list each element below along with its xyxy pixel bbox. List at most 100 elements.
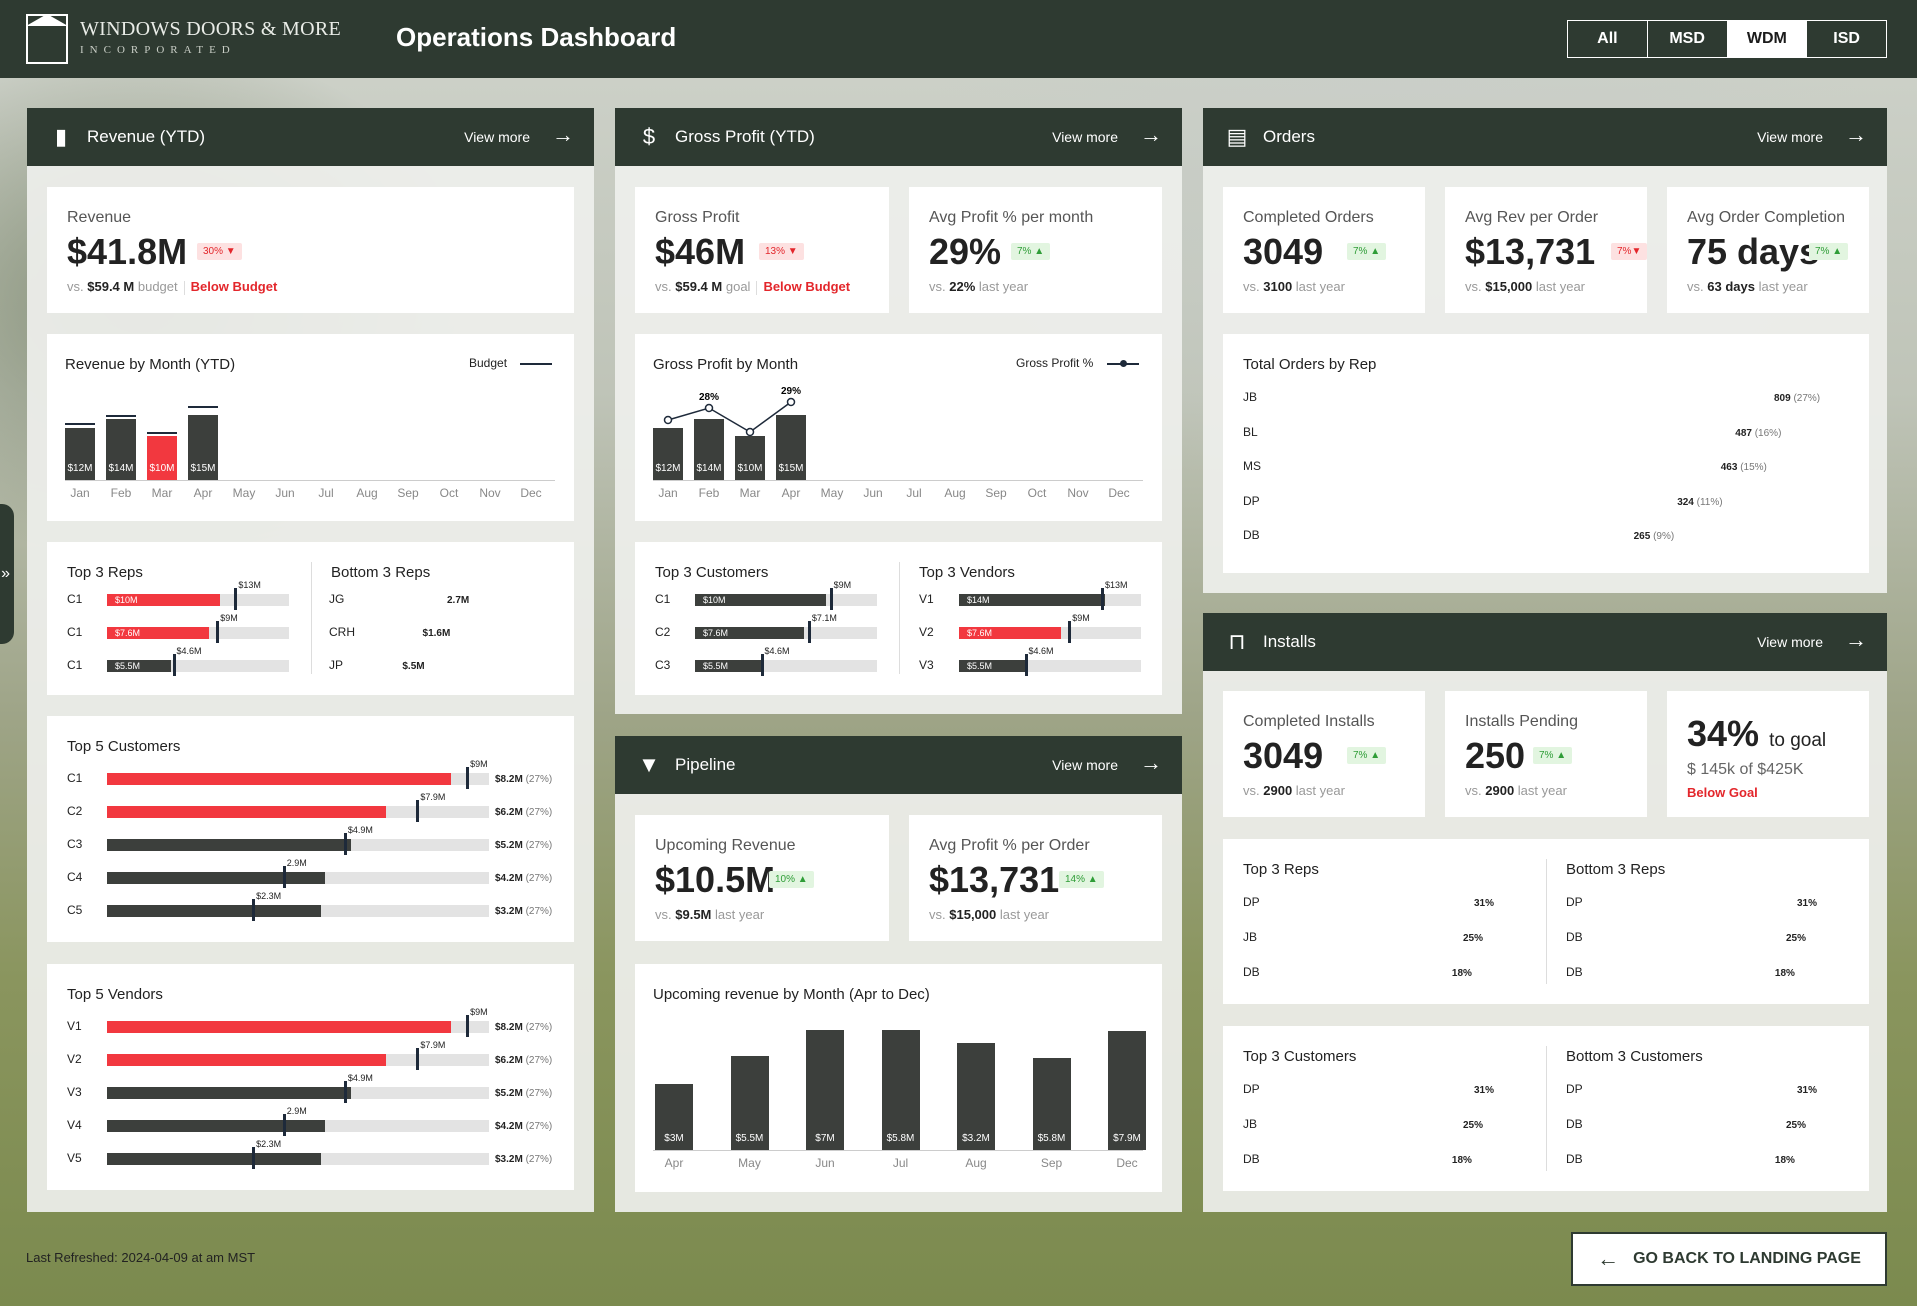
row-value: 25% [1785, 933, 1806, 944]
avg-completion-kpi-card: Avg Order Completion 75 days 7% ▲ vs. 63… [1667, 187, 1869, 313]
target-marker [416, 1048, 420, 1070]
target-label: $9M [470, 759, 488, 769]
row-value: 18% [1451, 1155, 1472, 1166]
target-marker [343, 1081, 347, 1103]
row-label: V3 [919, 658, 934, 672]
arrow-left-icon: ← [1597, 1246, 1620, 1271]
logo-subname: INCORPORATED [80, 44, 236, 56]
chart-title: Gross Profit by Month [653, 356, 799, 373]
row-value: 324 (11%) [1677, 496, 1723, 508]
chart-legend: Gross Profit % [1016, 356, 1139, 370]
row-label: V1 [67, 1019, 82, 1033]
row-value: $6.2M (27%) [495, 1055, 553, 1066]
filter-isd[interactable]: ISD [1833, 30, 1860, 47]
x-tick-label: Apr [664, 1156, 684, 1170]
row-value: 18% [1451, 968, 1472, 979]
row-label: C3 [67, 837, 83, 851]
kpi-label: Avg Order Completion [1687, 209, 1845, 226]
pct-point [745, 427, 755, 437]
target-bar: $2.3M [107, 891, 489, 921]
row-label: C1 [67, 625, 83, 639]
month-bar: $15M [776, 414, 806, 480]
back-to-landing-button[interactable]: ← GO BACK TO LANDING PAGE [1571, 1232, 1887, 1286]
bottom-reps-title: Bottom 3 Reps [1566, 861, 1666, 878]
kpi-value: 3049 [1243, 231, 1324, 272]
row-value: $4.2M (27%) [495, 1121, 553, 1132]
row-label: DB [1243, 528, 1260, 542]
pct-point [663, 415, 673, 425]
kpi-change-badge: 13% ▼ [759, 243, 804, 260]
row-value: $8.2M (27%) [495, 774, 553, 785]
budget-line [106, 414, 136, 417]
target-marker [1100, 588, 1104, 610]
company-logo[interactable]: WINDOWS DOORS & MORE INCORPORATED [26, 14, 368, 64]
filter-all[interactable]: All [1568, 21, 1648, 57]
row-label: C3 [655, 658, 671, 672]
bar-fill [1284, 461, 1715, 473]
target-bar: $5.5M $4.6M [695, 646, 877, 676]
gross-profit-view-more[interactable]: View more [1052, 129, 1118, 145]
x-tick-label: Aug [944, 486, 966, 500]
x-tick-label: Oct [439, 486, 459, 500]
expand-sidebar-button[interactable]: » [0, 504, 14, 644]
top-vendors-title: Top 5 Vendors [67, 986, 163, 1003]
kpi-value: 250 [1465, 735, 1526, 776]
target-label: $2.3M [256, 891, 282, 901]
filter-msd[interactable]: MSD [1648, 21, 1728, 57]
x-tick-label: Jun [863, 486, 883, 500]
x-tick-label: Sep [397, 486, 419, 500]
kpi-value: 29% [929, 231, 1002, 272]
bar-value: $5.8M [886, 1133, 915, 1144]
month-bar: $10M [147, 436, 177, 480]
target-bar: $4.9M [107, 825, 489, 855]
arrow-right-icon[interactable]: → [1845, 627, 1867, 652]
target-marker [1024, 654, 1028, 676]
target-label: $13M [1104, 580, 1128, 590]
kpi-compare: vs. 22% last year [929, 279, 1029, 294]
page-title: Operations Dashboard [396, 22, 677, 52]
bar-fill [1284, 496, 1671, 508]
row-label: DB [1566, 930, 1583, 944]
row-label: DB [1566, 965, 1583, 979]
target-label: $4.9M [347, 1073, 373, 1083]
filter-wdm[interactable]: WDM [1727, 21, 1808, 57]
x-tick-label: Nov [1067, 486, 1089, 500]
kpi-compare: vs. $9.5M last year [655, 907, 765, 922]
x-axis [653, 480, 1143, 481]
pct-point [704, 403, 714, 413]
x-tick-label: Apr [193, 486, 213, 500]
arrow-right-icon[interactable]: → [1140, 122, 1162, 147]
bench-icon: ⊓ [1228, 629, 1246, 654]
arrow-right-icon[interactable]: → [1845, 122, 1867, 147]
row-label: JB [1243, 1117, 1258, 1131]
target-bar: $7.6M $9M [959, 613, 1141, 643]
x-tick-label: Jun [815, 1156, 835, 1170]
revenue-view-more[interactable]: View more [464, 129, 530, 145]
bar-fill [1607, 1084, 1791, 1096]
bar-value: $7.9M [1113, 1132, 1141, 1144]
row-label: DP [1243, 493, 1260, 508]
row-label: V2 [919, 625, 934, 639]
install-customers-card: Top 3 Customers Bottom 3 Customers DP 31%… [1223, 1026, 1869, 1191]
row-label: MS [1243, 459, 1261, 473]
month-bar: $7M [806, 1030, 844, 1150]
kpi-compare: vs. 63 days last year [1687, 279, 1808, 294]
target-marker [216, 621, 220, 643]
row-label: V2 [67, 1052, 82, 1066]
pipeline-view-more[interactable]: View more [1052, 757, 1118, 773]
kpi-value: 75 days [1687, 231, 1820, 272]
x-axis [65, 480, 555, 481]
installs-view-more[interactable]: View more [1757, 634, 1823, 650]
budget-line [147, 432, 177, 435]
kpi-label: Revenue [67, 209, 132, 226]
bar-fill [1284, 392, 1768, 404]
target-label: $4.6M [1028, 646, 1054, 656]
arrow-right-icon[interactable]: → [552, 122, 574, 147]
target-bar: 2.9M [107, 1106, 489, 1136]
revenue-kpi-card: Revenue $41.8M 30% ▼ vs. $59.4 M budget B… [47, 187, 574, 313]
arrow-right-icon[interactable]: → [1140, 750, 1162, 775]
x-tick-label: Mar [151, 486, 173, 500]
avg-profit-order-kpi-card: Avg Profit % per Order $13,731 14% ▲ vs.… [909, 815, 1162, 941]
row-label: JG [329, 592, 345, 606]
orders-view-more[interactable]: View more [1757, 129, 1823, 145]
